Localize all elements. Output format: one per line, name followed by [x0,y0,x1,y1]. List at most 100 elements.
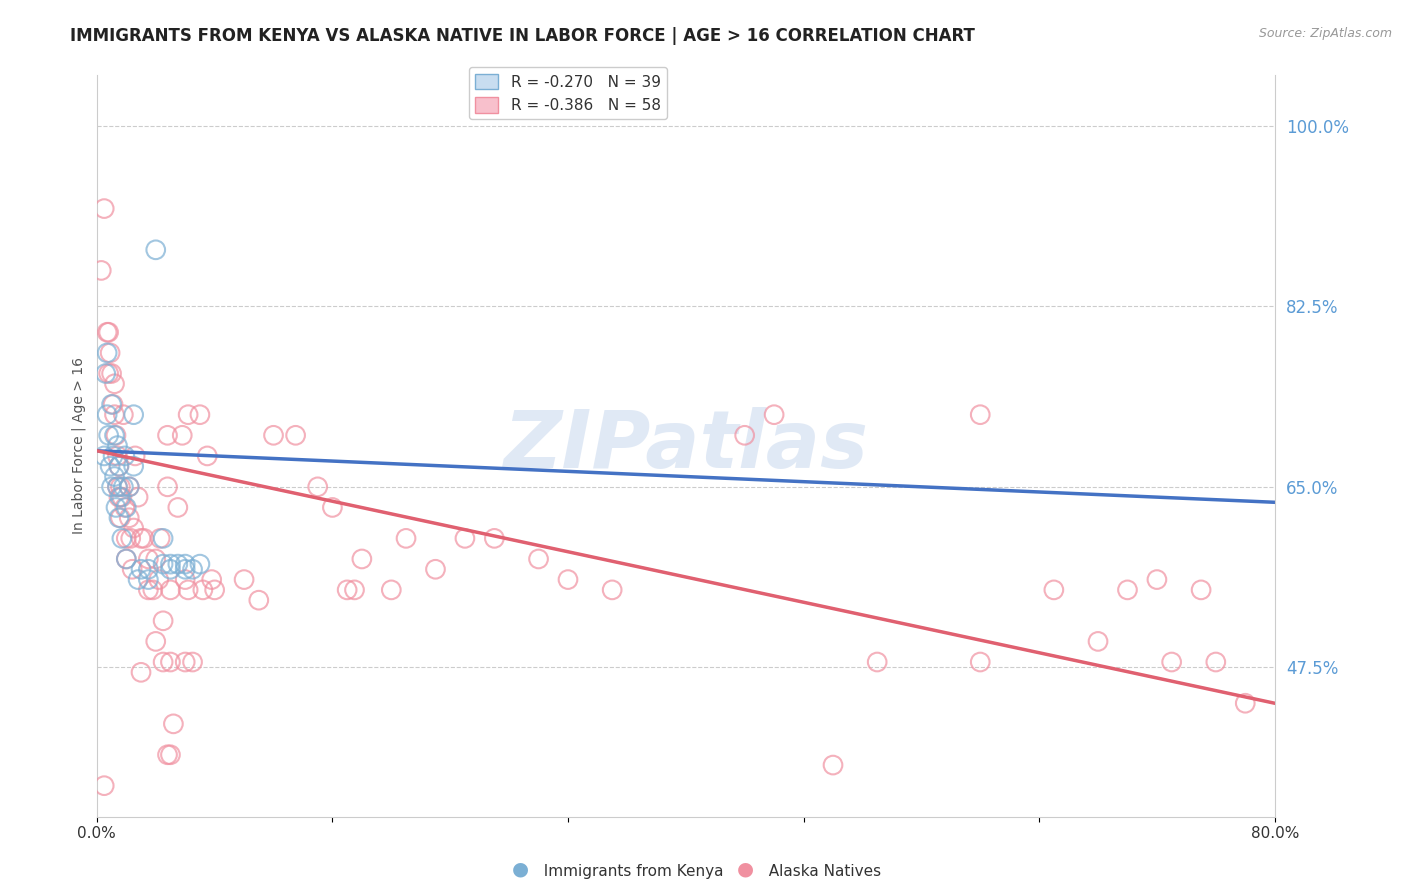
Text: IMMIGRANTS FROM KENYA VS ALASKA NATIVE IN LABOR FORCE | AGE > 16 CORRELATION CHA: IMMIGRANTS FROM KENYA VS ALASKA NATIVE I… [70,27,976,45]
Alaska Natives [138,552,160,566]
Alaska Natives [122,521,145,535]
Alaska Natives [195,449,218,463]
Alaska Natives [97,325,120,339]
Text: Immigrants from Kenya: Immigrants from Kenya [534,863,724,879]
Immigrants from Kenya [96,408,118,422]
Alaska Natives [121,562,143,576]
Immigrants from Kenya [93,449,115,463]
Immigrants from Kenya [138,562,160,576]
Immigrants from Kenya [152,532,174,546]
Immigrants from Kenya [111,532,134,546]
Alaska Natives [969,655,991,669]
Y-axis label: In Labor Force | Age > 16: In Labor Force | Age > 16 [72,357,86,534]
Alaska Natives [97,367,120,381]
Alaska Natives [1189,582,1212,597]
Alaska Natives [557,573,579,587]
Alaska Natives [107,449,129,463]
Alaska Natives [201,573,224,587]
Alaska Natives [263,428,285,442]
Immigrants from Kenya [181,562,204,576]
Text: Alaska Natives: Alaska Natives [759,863,882,879]
Immigrants from Kenya [103,469,125,483]
Alaska Natives [166,500,188,515]
Immigrants from Kenya [103,428,125,442]
Text: ZIPatlas: ZIPatlas [503,407,869,484]
Alaska Natives [600,582,623,597]
Alaska Natives [454,532,477,546]
Immigrants from Kenya [159,562,181,576]
Immigrants from Kenya [129,562,152,576]
Immigrants from Kenya [145,243,167,257]
Alaska Natives [159,747,181,762]
Alaska Natives [132,532,155,546]
Alaska Natives [100,367,122,381]
Alaska Natives [110,510,132,524]
Text: ●: ● [737,860,754,879]
Alaska Natives [191,582,214,597]
Alaska Natives [172,428,194,442]
Alaska Natives [108,490,131,504]
Immigrants from Kenya [107,480,129,494]
Alaska Natives [350,552,373,566]
Alaska Natives [93,202,115,216]
Immigrants from Kenya [98,459,121,474]
Alaska Natives [118,510,141,524]
Alaska Natives [156,480,179,494]
Alaska Natives [152,655,174,669]
Alaska Natives [1205,655,1227,669]
Alaska Natives [138,582,160,597]
Alaska Natives [380,582,402,597]
Alaska Natives [145,552,167,566]
Alaska Natives [1116,582,1139,597]
Alaska Natives [162,716,184,731]
Alaska Natives [103,408,125,422]
Immigrants from Kenya [94,367,117,381]
Alaska Natives [1234,696,1257,710]
Alaska Natives [174,573,197,587]
Alaska Natives [115,532,138,546]
Alaska Natives [734,428,756,442]
Immigrants from Kenya [110,490,132,504]
Alaska Natives [395,532,418,546]
Immigrants from Kenya [115,500,138,515]
Alaska Natives [188,408,211,422]
Immigrants from Kenya [166,557,188,571]
Alaska Natives [149,532,172,546]
Alaska Natives [156,428,179,442]
Text: Source: ZipAtlas.com: Source: ZipAtlas.com [1258,27,1392,40]
Immigrants from Kenya [104,500,127,515]
Immigrants from Kenya [107,439,129,453]
Immigrants from Kenya [112,480,135,494]
Alaska Natives [96,325,118,339]
Immigrants from Kenya [174,557,197,571]
Alaska Natives [1043,582,1066,597]
Alaska Natives [156,747,179,762]
Immigrants from Kenya [100,397,122,411]
Alaska Natives [1146,573,1168,587]
Alaska Natives [307,480,329,494]
Alaska Natives [107,480,129,494]
Alaska Natives [484,532,506,546]
Alaska Natives [527,552,550,566]
Immigrants from Kenya [101,449,124,463]
Alaska Natives [159,655,181,669]
Alaska Natives [129,665,152,680]
Alaska Natives [204,582,226,597]
Alaska Natives [177,582,200,597]
Alaska Natives [821,758,844,772]
Alaska Natives [127,490,149,504]
Alaska Natives [115,552,138,566]
Alaska Natives [124,449,146,463]
Alaska Natives [152,614,174,628]
Immigrants from Kenya [100,480,122,494]
Alaska Natives [111,490,134,504]
Alaska Natives [142,582,165,597]
Immigrants from Kenya [159,557,181,571]
Alaska Natives [336,582,359,597]
Alaska Natives [104,428,127,442]
Immigrants from Kenya [122,459,145,474]
Immigrants from Kenya [174,562,197,576]
Alaska Natives [177,408,200,422]
Alaska Natives [110,480,132,494]
Alaska Natives [425,562,447,576]
